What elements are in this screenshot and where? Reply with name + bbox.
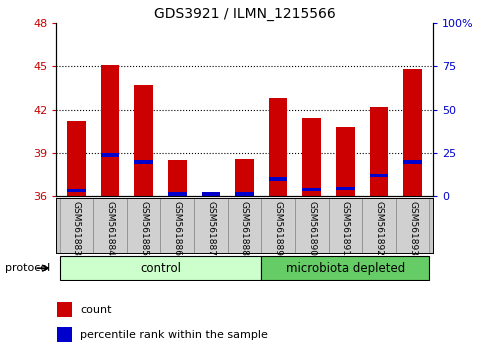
Bar xyxy=(403,160,421,164)
Text: GSM561893: GSM561893 xyxy=(407,201,416,256)
Bar xyxy=(134,85,153,196)
Bar xyxy=(57,302,72,317)
Bar xyxy=(168,160,186,196)
Text: control: control xyxy=(140,262,181,275)
Bar xyxy=(201,192,220,196)
Bar xyxy=(101,153,119,157)
Bar xyxy=(369,174,387,177)
Bar xyxy=(126,198,160,253)
Bar xyxy=(335,127,354,196)
Bar xyxy=(67,121,85,196)
Bar xyxy=(403,69,421,196)
Bar xyxy=(134,160,153,164)
Bar xyxy=(60,198,93,253)
Bar xyxy=(160,198,194,253)
Bar xyxy=(194,198,227,253)
Text: GSM561892: GSM561892 xyxy=(374,201,383,256)
Bar xyxy=(335,187,354,190)
Bar xyxy=(362,198,395,253)
Title: GDS3921 / ILMN_1215566: GDS3921 / ILMN_1215566 xyxy=(153,7,335,21)
Bar xyxy=(227,198,261,253)
Bar xyxy=(235,192,253,196)
Bar xyxy=(268,98,287,196)
Text: microbiota depleted: microbiota depleted xyxy=(285,262,404,275)
Bar xyxy=(268,177,287,181)
Bar xyxy=(101,65,119,196)
Bar xyxy=(294,198,328,253)
Bar xyxy=(302,188,320,192)
Bar xyxy=(201,192,220,196)
Bar xyxy=(261,256,428,280)
Bar xyxy=(93,198,126,253)
Bar xyxy=(369,107,387,196)
Text: GSM561890: GSM561890 xyxy=(306,201,316,256)
Bar xyxy=(302,119,320,196)
Text: count: count xyxy=(80,305,111,315)
Bar xyxy=(395,198,428,253)
Bar xyxy=(328,198,362,253)
Bar xyxy=(235,159,253,196)
Text: GSM561885: GSM561885 xyxy=(139,201,148,256)
Text: GSM561889: GSM561889 xyxy=(273,201,282,256)
Bar xyxy=(57,327,72,342)
Text: GSM561884: GSM561884 xyxy=(105,201,114,256)
Text: GSM561891: GSM561891 xyxy=(340,201,349,256)
Text: percentile rank within the sample: percentile rank within the sample xyxy=(80,330,267,339)
Bar xyxy=(67,189,85,192)
Bar xyxy=(60,256,261,280)
Text: GSM561888: GSM561888 xyxy=(240,201,248,256)
Text: GSM561883: GSM561883 xyxy=(72,201,81,256)
Text: protocol: protocol xyxy=(5,263,50,273)
Text: GSM561887: GSM561887 xyxy=(206,201,215,256)
Bar xyxy=(261,198,294,253)
Bar xyxy=(168,192,186,196)
Text: GSM561886: GSM561886 xyxy=(172,201,182,256)
